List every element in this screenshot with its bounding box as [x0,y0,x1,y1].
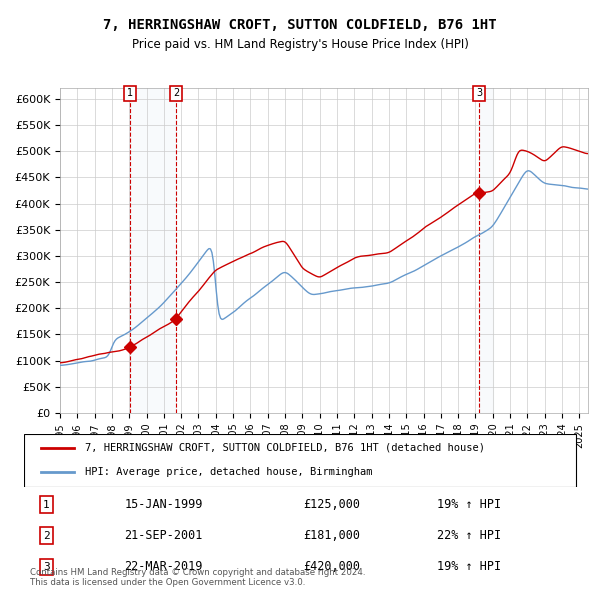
Text: 1: 1 [43,500,50,510]
Text: 2: 2 [43,531,50,540]
Text: Contains HM Land Registry data © Crown copyright and database right 2024.
This d: Contains HM Land Registry data © Crown c… [30,568,365,587]
Text: 1: 1 [127,88,133,99]
Text: 22-MAR-2019: 22-MAR-2019 [124,560,203,573]
Text: Price paid vs. HM Land Registry's House Price Index (HPI): Price paid vs. HM Land Registry's House … [131,38,469,51]
Text: 7, HERRINGSHAW CROFT, SUTTON COLDFIELD, B76 1HT (detached house): 7, HERRINGSHAW CROFT, SUTTON COLDFIELD, … [85,443,485,453]
Text: 2: 2 [173,88,179,99]
FancyBboxPatch shape [24,434,577,487]
Bar [479,88,493,413]
Text: HPI: Average price, detached house, Birmingham: HPI: Average price, detached house, Birm… [85,467,373,477]
Bar [130,88,176,413]
Text: 15-JAN-1999: 15-JAN-1999 [124,498,203,511]
Text: 3: 3 [43,562,50,572]
Text: 21-SEP-2001: 21-SEP-2001 [124,529,203,542]
Text: £181,000: £181,000 [303,529,360,542]
Text: 3: 3 [476,88,482,99]
Text: 19% ↑ HPI: 19% ↑ HPI [437,498,501,511]
Text: £420,000: £420,000 [303,560,360,573]
Text: £125,000: £125,000 [303,498,360,511]
Text: 22% ↑ HPI: 22% ↑ HPI [437,529,501,542]
Text: 19% ↑ HPI: 19% ↑ HPI [437,560,501,573]
Text: 7, HERRINGSHAW CROFT, SUTTON COLDFIELD, B76 1HT: 7, HERRINGSHAW CROFT, SUTTON COLDFIELD, … [103,18,497,32]
